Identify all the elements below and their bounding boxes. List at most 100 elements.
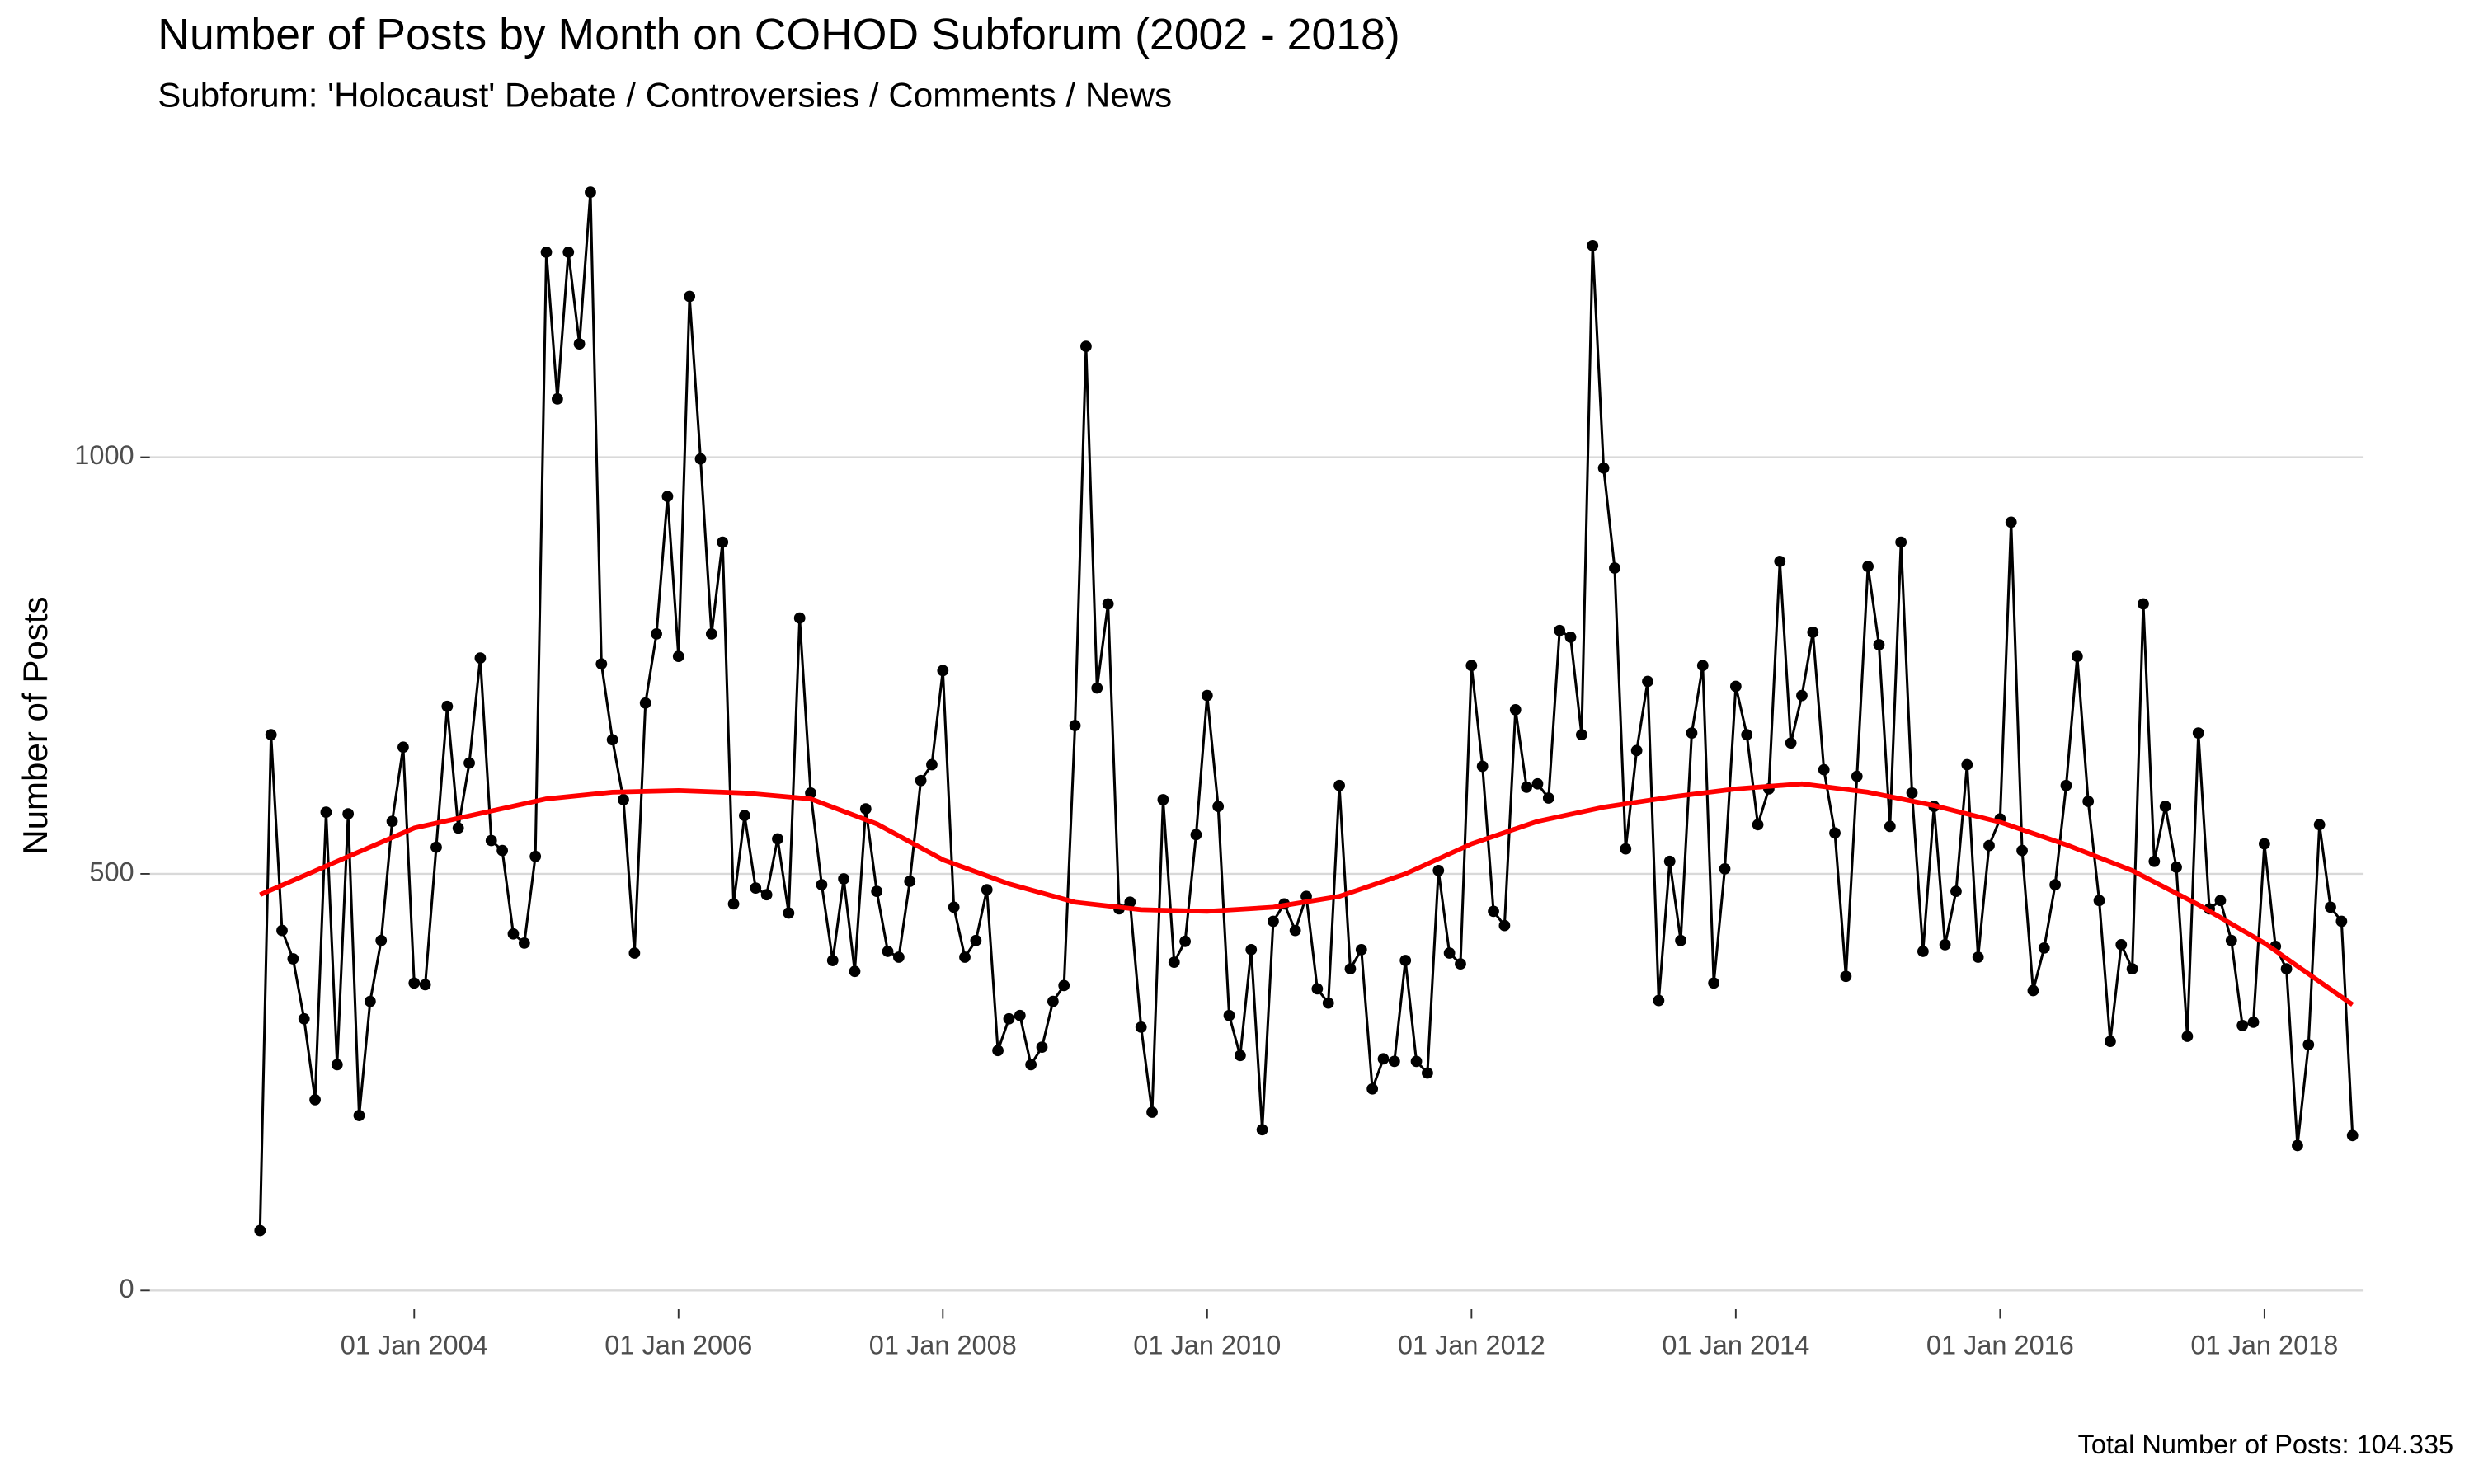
data-point (1696, 660, 1709, 672)
data-point (1498, 919, 1511, 932)
data-point (2236, 1020, 2249, 1031)
data-point (684, 290, 696, 303)
data-point (1355, 944, 1367, 956)
data-point (1785, 737, 1797, 749)
data-point (805, 787, 816, 799)
chart-title: Number of Posts by Month on COHOD Subfor… (158, 11, 1399, 59)
data-point (1014, 1009, 1026, 1021)
data-point (2214, 895, 2227, 907)
data-point (2005, 516, 2017, 528)
data-line (258, 192, 2354, 1231)
data-point (783, 907, 795, 919)
data-point (1554, 624, 1566, 636)
data-point (1939, 938, 1951, 951)
data-point (1961, 758, 1973, 771)
data-point (540, 247, 553, 258)
data-point (727, 898, 740, 910)
data-point (2302, 1039, 2315, 1051)
data-point (1322, 997, 1334, 1009)
data-point (2335, 915, 2348, 928)
data-point (2292, 1139, 2303, 1152)
data-point (353, 1110, 365, 1121)
data-point (364, 995, 376, 1007)
data-point (585, 186, 596, 199)
x-tick-label: 01 Jan 2016 (1926, 1331, 2074, 1360)
data-point (2049, 879, 2062, 890)
data-point (1289, 924, 1301, 937)
y-axis-label: Number of Posts (16, 596, 54, 854)
data-point (529, 850, 542, 862)
data-point (1256, 1124, 1268, 1136)
data-point (331, 1059, 343, 1071)
data-point (639, 697, 651, 709)
data-point (1675, 934, 1686, 946)
data-point (915, 774, 927, 787)
data-point (1047, 995, 1059, 1007)
data-point (838, 873, 849, 885)
data-point (2192, 727, 2204, 740)
data-point (1851, 770, 1863, 782)
data-point (882, 946, 894, 957)
data-point (1124, 896, 1136, 909)
data-point (1388, 1055, 1400, 1068)
data-point (1135, 1021, 1147, 1033)
data-point (496, 844, 509, 857)
data-point (1069, 720, 1081, 731)
data-point (1058, 979, 1070, 992)
data-point (926, 758, 938, 771)
data-point (1575, 729, 1587, 741)
data-point (573, 338, 586, 350)
x-tick-label: 01 Jan 2012 (1398, 1331, 1545, 1360)
data-point (1873, 639, 1885, 650)
data-point (1476, 760, 1489, 773)
data-point (948, 901, 960, 913)
data-point (1245, 944, 1258, 956)
data-point (342, 808, 355, 820)
data-point (562, 247, 575, 258)
data-point (2313, 819, 2326, 831)
data-point (1455, 958, 1466, 970)
data-point (1311, 983, 1324, 995)
data-point (2138, 598, 2149, 610)
data-point (1895, 536, 1907, 548)
data-point (849, 965, 861, 978)
data-point (2027, 984, 2039, 997)
data-point (309, 1093, 321, 1106)
data-point (507, 928, 520, 940)
data-point (2181, 1031, 2194, 1042)
data-point (1609, 562, 1620, 574)
data-point (518, 937, 530, 949)
data-point (1906, 787, 1918, 799)
data-point (1774, 556, 1786, 567)
x-tick-label: 01 Jan 2014 (1662, 1331, 1809, 1360)
data-point (717, 536, 729, 548)
data-point (1333, 779, 1345, 791)
data-point (265, 729, 277, 741)
data-point (1752, 819, 1764, 831)
y-tick-label: 500 (89, 857, 134, 887)
data-point (463, 757, 475, 769)
data-point (892, 951, 905, 963)
data-point (1422, 1067, 1433, 1079)
data-point (992, 1045, 1004, 1057)
data-point (750, 882, 762, 895)
data-point (1840, 970, 1852, 983)
data-point (2247, 1016, 2260, 1028)
data-point (672, 650, 684, 663)
x-tick-label: 01 Jan 2008 (869, 1331, 1017, 1360)
data-point (1807, 626, 1819, 638)
data-point (2016, 844, 2028, 857)
data-point (1146, 1106, 1158, 1118)
data-point (2082, 796, 2095, 807)
data-point (1003, 1012, 1015, 1025)
x-tick-label: 01 Jan 2018 (2190, 1331, 2338, 1360)
data-point (1025, 1059, 1037, 1071)
data-point (2325, 901, 2336, 913)
data-point (1972, 951, 1984, 963)
data-point (1950, 885, 1962, 898)
data-point (276, 924, 288, 937)
data-point (298, 1012, 310, 1025)
data-point (871, 885, 883, 898)
data-point (760, 889, 773, 901)
data-point (1344, 963, 1357, 975)
